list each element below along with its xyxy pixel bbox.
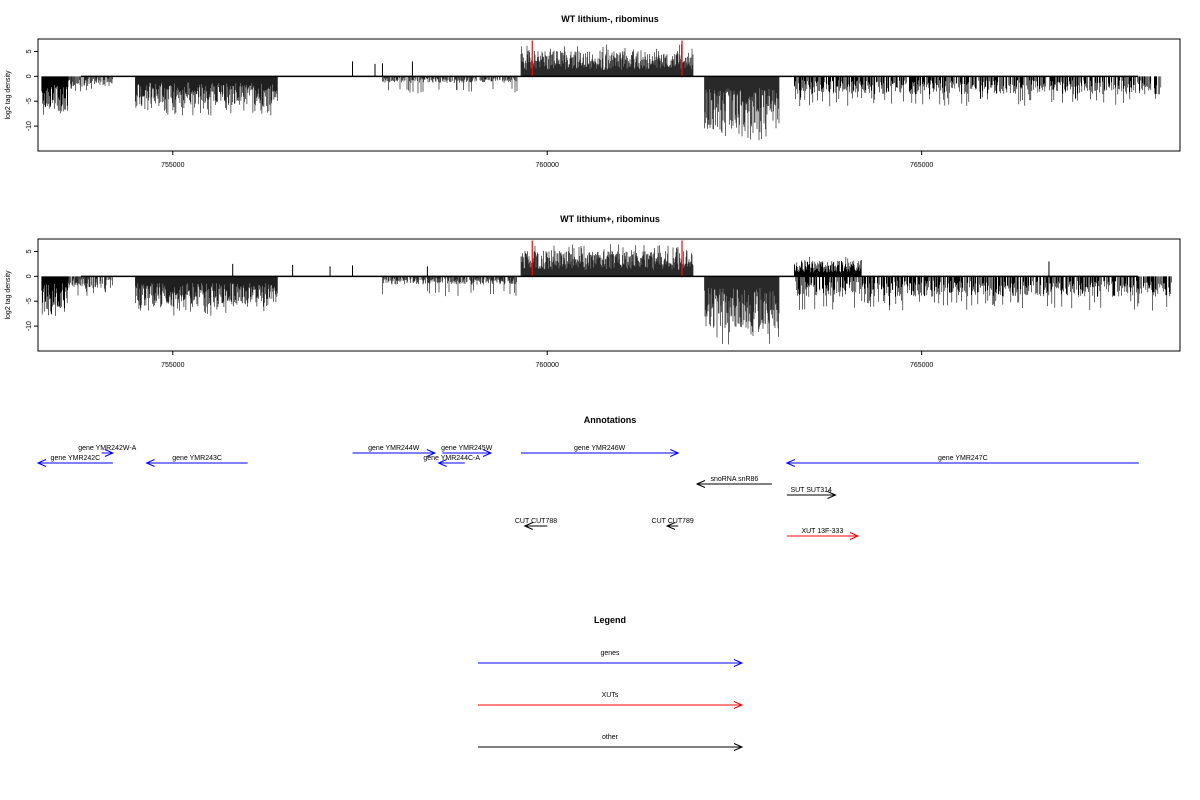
- arrow-head: [523, 522, 533, 530]
- annotation-arrow: [442, 449, 493, 457]
- arrow-head: [145, 459, 155, 467]
- annotation-arrow: [523, 522, 548, 530]
- x-tick-label: 760000: [536, 162, 559, 169]
- x-tick-label: 755000: [161, 362, 184, 369]
- legend-label: other: [602, 734, 619, 741]
- arrow-head: [426, 449, 437, 457]
- arrow-head: [36, 459, 47, 467]
- annotation-arrow: [478, 701, 744, 709]
- annotation-label: snoRNA snR86: [710, 476, 758, 483]
- annotation-arrow: [786, 532, 860, 540]
- y-tick-label: -10: [26, 321, 33, 331]
- arrow-head: [482, 449, 493, 457]
- annotation-arrow: [785, 459, 1139, 467]
- y-tick-label: -5: [26, 298, 33, 304]
- axes-group: -10 -5 0 5 755000 760000 765000: [26, 49, 1138, 169]
- y-axis-label: log2 tag density: [5, 270, 12, 320]
- y-tick-label: 5: [26, 249, 33, 253]
- arrow-head: [733, 743, 744, 751]
- annotation-label: CUT CUT788: [515, 518, 557, 525]
- annotation-label: gene YMR242W-A: [78, 445, 136, 452]
- annotation-label: gene YMR244W: [368, 445, 420, 452]
- annotation-label: SUT SUT314: [790, 487, 832, 494]
- arrow-head: [733, 659, 744, 667]
- annotation-arrow: [145, 459, 248, 467]
- annotation-label: gene YMR246W: [574, 445, 626, 452]
- arrow-head: [849, 532, 860, 540]
- annotation-arrow: [478, 659, 744, 667]
- y-tick-label: 5: [26, 49, 33, 53]
- plot-frame: [37, 238, 1181, 352]
- arrow-head: [827, 491, 837, 499]
- annotation-label: gene YMR244C-A: [423, 455, 480, 462]
- x-tick-label: 755000: [161, 162, 184, 169]
- annotation-label: CUT CUT789: [652, 518, 694, 525]
- annotation-label: gene YMR247C: [938, 455, 988, 462]
- annotation-label: gene YMR245W: [441, 445, 493, 452]
- annotation-label: gene YMR243C: [172, 455, 222, 462]
- axes-group: -10 -5 0 5 755000 760000 765000: [26, 249, 1138, 369]
- chart-title: WT lithium+, ribominus: [560, 214, 660, 224]
- x-tick-label: 765000: [910, 162, 933, 169]
- arrow-head: [695, 480, 706, 488]
- y-axis-label: log2 tag density: [5, 70, 12, 120]
- annotations-title: Annotations: [584, 415, 637, 425]
- annotation-arrow: [665, 522, 679, 530]
- annotation-arrow: [437, 459, 465, 467]
- arrow-head: [733, 701, 744, 709]
- arrow-head: [665, 522, 676, 530]
- annotation-arrow: [521, 449, 680, 457]
- x-tick-label: 765000: [910, 362, 933, 369]
- legend-label: XUTs: [602, 692, 619, 699]
- x-tick-label: 760000: [536, 362, 559, 369]
- legend-panel: Legend genes XUTs other: [478, 615, 744, 751]
- legend-items: genes XUTs other: [478, 650, 744, 751]
- annotation-arrow: [695, 480, 772, 488]
- plot-frame: [37, 38, 1181, 152]
- annotation-label: gene YMR242C: [51, 455, 101, 462]
- bars-group: [41, 40, 1162, 141]
- annotation-arrow: [352, 449, 437, 457]
- arrow-head: [670, 449, 680, 457]
- annotation-arrow: [101, 449, 115, 457]
- track-panel-lithium-plus: WT lithium+, ribominus log2 tag density …: [5, 214, 1181, 369]
- chart-title: WT lithium-, ribominus: [561, 14, 659, 24]
- legend-label: genes: [600, 650, 620, 657]
- y-tick-label: -10: [26, 121, 33, 131]
- arrow-head: [437, 459, 447, 467]
- y-tick-label: -5: [26, 98, 33, 104]
- y-tick-label: 0: [26, 274, 33, 278]
- annotation-label: XUT 13F-333: [801, 528, 843, 535]
- annotation-arrow: [478, 743, 744, 751]
- annotation-items: gene YMR242W-A gene YMR242C gene YMR243C ge…: [36, 445, 1139, 540]
- arrow-head: [785, 459, 796, 467]
- annotation-arrow: [36, 459, 113, 467]
- track-panel-lithium-minus: WT lithium-, ribominus log2 tag density …: [5, 14, 1181, 169]
- y-tick-label: 0: [26, 74, 33, 78]
- annotation-arrow: [786, 491, 837, 499]
- bars-group: [41, 240, 1172, 345]
- legend-title: Legend: [594, 615, 626, 625]
- arrow-head: [104, 449, 115, 457]
